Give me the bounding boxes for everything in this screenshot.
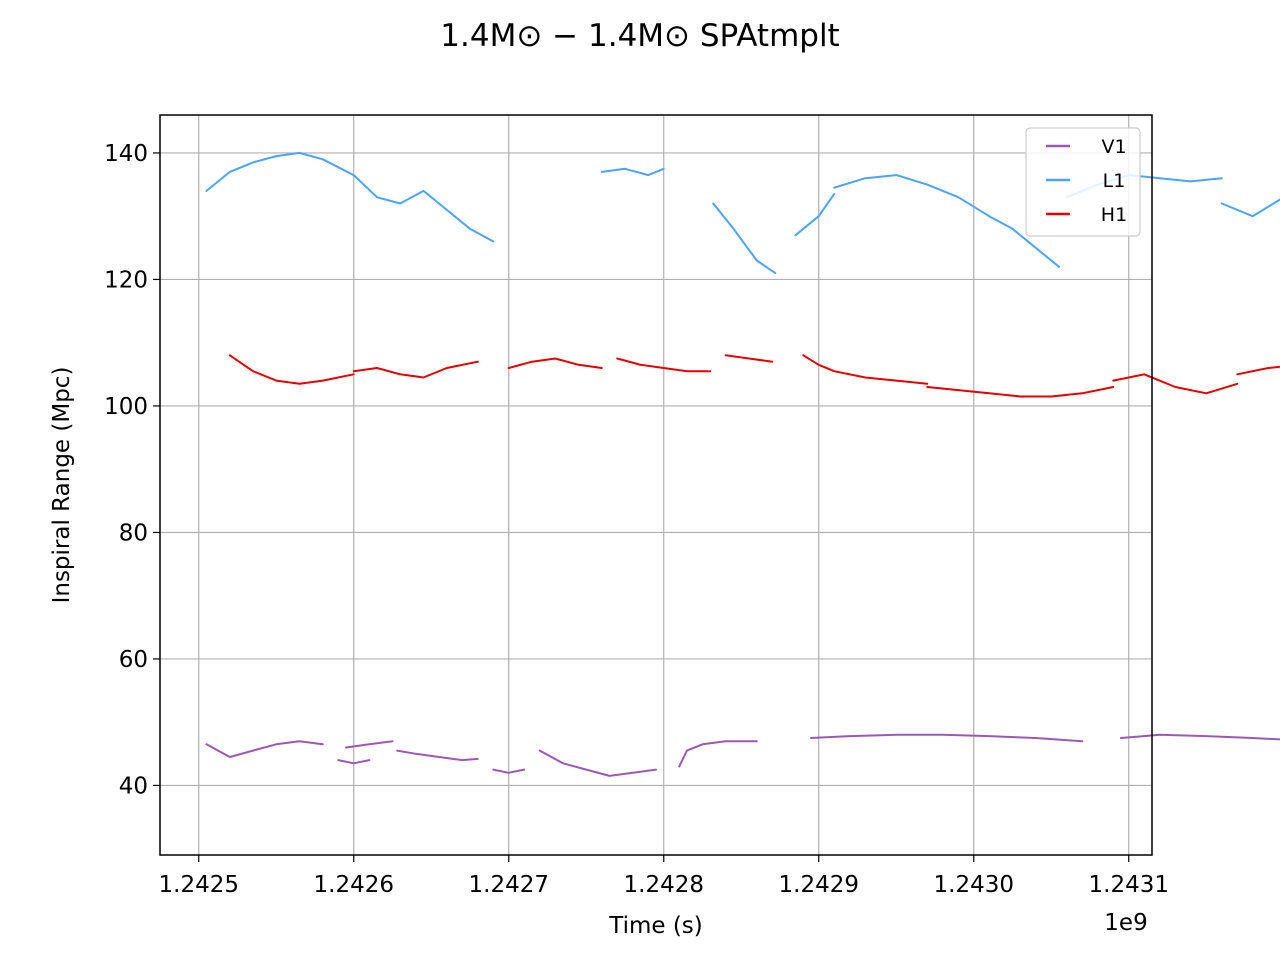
series-l1 [205,151,1280,275]
series-line-l1 [712,202,777,275]
x-axis-label: Time (s) [608,913,703,939]
x-tick-label: 1.2431 [1089,872,1169,898]
series-line-v1 [337,759,371,765]
y-tick-label: 80 [119,520,148,546]
plot-area [160,115,1152,855]
legend-label-v1: V1 [1101,136,1126,158]
y-axis: 40 60 80 100 120 140 [104,141,160,799]
grid [160,115,1152,855]
series-line-l1 [205,151,355,192]
series-line-v1 [678,740,758,768]
chart-title: 1.4M⊙ − 1.4M⊙ SPAtmplt [440,18,839,54]
series-line-v1 [810,733,1084,743]
y-tick-label: 100 [104,394,148,420]
series-layer [205,151,1280,777]
plot-frame [159,114,1153,856]
legend-label-h1: H1 [1101,204,1127,226]
x-tick-label: 1.2428 [624,872,704,898]
series-line-h1 [616,357,712,373]
series-line-v1 [1120,733,1280,741]
y-tick-label: 40 [119,773,148,799]
series-line-h1 [926,386,1115,398]
series-line-v1 [205,740,324,758]
series-line-l1 [833,174,991,218]
y-tick-label: 140 [104,141,148,167]
series-line-h1 [352,360,479,379]
series-line-l1 [1220,198,1280,218]
series-line-h1 [802,354,929,385]
x-tick-label: 1.2427 [469,872,549,898]
x-tick-label: 1.2425 [159,872,239,898]
y-tick-label: 120 [104,267,148,293]
series-line-l1 [352,174,495,243]
series-line-v1 [538,749,657,777]
series-line-h1 [724,354,774,363]
y-axis-label: Inspiral Range (Mpc) [49,367,75,604]
series-line-v1 [345,740,394,749]
series-line-v1 [492,768,526,774]
legend-label-l1: L1 [1103,170,1126,192]
series-h1 [228,354,1280,398]
y-tick-label: 60 [119,647,148,673]
x-tick-label: 1.2429 [779,872,859,898]
legend-box [1025,127,1141,237]
series-line-v1 [396,749,479,762]
series-line-h1 [1112,373,1239,395]
series-line-h1 [228,354,355,385]
x-axis: 1.2425 1.2426 1.2427 1.2428 1.2429 1.2430 1.24… [159,855,1169,898]
x-tick-label: 1.2426 [314,872,394,898]
series-line-h1 [1236,365,1280,376]
series-line-l1 [600,167,665,177]
x-offset-label: 1e9 [1104,910,1147,936]
series-line-l1 [794,193,836,237]
series-v1 [205,733,1280,777]
x-tick-label: 1.2430 [934,872,1014,898]
legend: V1 L1 H1 [1025,127,1141,237]
series-line-l1 [988,215,1060,268]
series-line-h1 [507,357,603,369]
